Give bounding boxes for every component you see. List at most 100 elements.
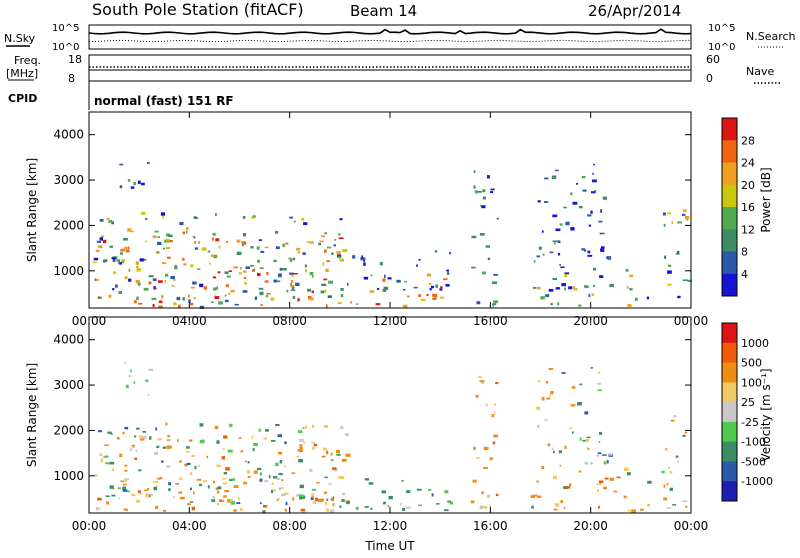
range-cell: [174, 265, 177, 267]
range-cell: [99, 237, 103, 241]
range-cell: [603, 460, 608, 462]
range-cell: [364, 506, 369, 508]
range-cell: [669, 471, 673, 474]
range-cell: [476, 457, 480, 459]
range-cell: [193, 236, 196, 239]
range-cell: [152, 278, 157, 281]
range-cell: [682, 434, 686, 437]
range-cell: [322, 262, 325, 266]
range-cell: [203, 286, 208, 290]
range-cell: [413, 286, 418, 289]
range-cell: [137, 180, 141, 185]
range-cell: [583, 249, 587, 252]
range-cell: [558, 450, 562, 453]
range-cell: [225, 467, 230, 471]
range-cell: [289, 216, 294, 219]
range-cell: [136, 268, 141, 272]
range-cell: [396, 279, 401, 283]
range-cell: [541, 397, 545, 401]
range-cell: [147, 487, 150, 491]
range-cell: [127, 179, 131, 182]
range-cell: [271, 489, 274, 493]
range-cell: [325, 268, 329, 272]
range-cell: [530, 495, 535, 498]
range-cell: [280, 493, 286, 497]
x-tick-label: 00:00: [674, 519, 709, 533]
range-cell: [133, 381, 136, 384]
range-cell: [545, 381, 549, 384]
range-cell: [570, 227, 575, 231]
range-cell: [377, 287, 380, 290]
colorbar-swatch: [722, 323, 737, 344]
range-cell: [121, 260, 124, 264]
range-cell: [154, 287, 158, 290]
range-cell: [487, 175, 490, 179]
range-cell: [271, 440, 276, 442]
range-cell: [338, 233, 341, 236]
power-colorbar: 28 24 20 16 12 8 4: [721, 117, 755, 297]
range-cell: [295, 455, 300, 458]
range-cell: [112, 288, 115, 291]
range-cell: [162, 215, 165, 219]
range-cell: [541, 230, 544, 233]
range-cell: [157, 438, 163, 441]
range-cell: [578, 470, 582, 473]
range-cell: [556, 505, 560, 507]
colorbar-tick-label: 16: [741, 201, 755, 214]
range-cell: [564, 445, 567, 449]
range-cell: [259, 267, 264, 269]
range-cell: [482, 271, 486, 275]
range-cell: [152, 304, 155, 308]
range-cell: [337, 302, 342, 305]
range-cell: [265, 295, 269, 298]
range-cell: [581, 248, 586, 251]
range-cell: [341, 499, 345, 502]
range-cell: [165, 238, 170, 242]
range-cell: [333, 244, 336, 247]
range-cell: [193, 216, 197, 219]
range-cell: [334, 239, 337, 241]
range-cell: [134, 457, 138, 460]
range-cell: [426, 294, 429, 296]
range-cell: [113, 271, 117, 275]
range-cell: [433, 295, 438, 298]
y-tick-label: 3000: [53, 378, 84, 392]
range-cell: [165, 422, 168, 426]
range-cell: [331, 467, 337, 470]
range-cell: [190, 286, 196, 289]
x-tick-label: 00:00: [72, 519, 107, 533]
range-cell: [476, 301, 481, 305]
range-cell: [559, 264, 561, 266]
range-cell: [559, 223, 563, 226]
range-cell: [251, 269, 255, 272]
range-cell: [217, 271, 221, 274]
range-cell: [131, 444, 135, 447]
range-cell: [555, 287, 560, 290]
range-cell: [230, 289, 235, 293]
range-cell: [495, 382, 499, 385]
range-cell: [291, 274, 294, 278]
range-cell: [549, 251, 554, 254]
range-cell: [186, 450, 190, 453]
range-cell: [555, 228, 561, 232]
range-cell: [116, 437, 120, 440]
range-cell: [252, 448, 255, 452]
range-cell: [599, 431, 603, 435]
range-cell: [472, 479, 477, 483]
range-cell: [473, 446, 476, 451]
range-cell: [233, 485, 239, 488]
range-cell: [536, 424, 540, 428]
range-cell: [476, 190, 482, 193]
range-cell: [218, 301, 223, 305]
range-cell: [313, 443, 317, 447]
range-cell: [236, 239, 241, 243]
colorbar-swatch: [722, 162, 737, 186]
range-cell: [276, 499, 279, 502]
range-cell: [134, 435, 137, 438]
range-cell: [276, 478, 281, 480]
range-cell: [187, 294, 190, 298]
range-cell: [361, 255, 363, 259]
range-cell: [167, 435, 170, 438]
range-cell: [547, 443, 551, 447]
